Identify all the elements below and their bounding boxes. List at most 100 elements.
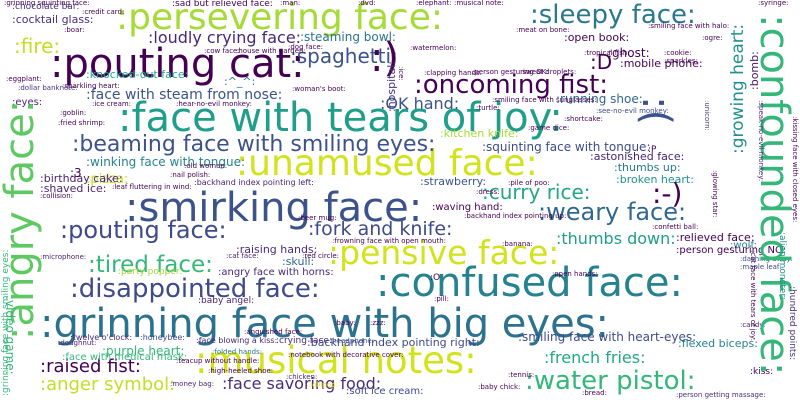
cloud-word: :weary face:	[538, 198, 687, 226]
cloud-word: :astonished face:	[590, 150, 685, 163]
cloud-word: :turtle:	[476, 104, 500, 112]
cloud-word: :strawberry:	[420, 175, 487, 188]
cloud-word: :kitchen knife:	[440, 127, 519, 140]
cloud-word: :ice cream:	[92, 100, 132, 108]
cloud-word: :waving hand:	[432, 202, 503, 213]
cloud-word: :face blowing a kiss:	[196, 336, 278, 345]
cloud-word: :persevering face:	[116, 0, 444, 38]
cloud-word: :cocktail glass:	[12, 13, 94, 26]
cloud-word: :candy:	[740, 321, 766, 329]
cloud-word: :disappointed face:	[70, 274, 320, 304]
cloud-word: :squinting face with tongue:	[482, 140, 651, 154]
cloud-word: :running shoe:	[556, 92, 643, 106]
cloud-word: :woman's boot:	[292, 85, 346, 93]
cloud-word: :red circle:	[302, 252, 340, 260]
cloud-word: :high-heeled shoe:	[208, 367, 274, 375]
cloud-word: :person getting massage:	[676, 391, 766, 399]
cloud-word: :person gesturing OK:	[472, 68, 549, 76]
cloud-word: :cat face with tears of joy:	[749, 250, 757, 341]
cloud-word: :pile of poo:	[508, 179, 550, 187]
cloud-word: :grinning squinting face:	[4, 0, 90, 7]
cloud-word: :house with garden:	[236, 47, 306, 55]
cloud-word: :smirking face:	[125, 185, 423, 231]
cloud-word: :)	[370, 35, 400, 81]
cloud-word: :kiss:	[750, 367, 774, 377]
cloud-word: :winking face with tongue:	[86, 155, 246, 169]
cloud-word: :pouting face:	[60, 216, 227, 244]
cloud-word: :man:	[280, 0, 301, 7]
cloud-word: :chocolate bar:	[12, 2, 80, 12]
cloud-word: :person gesturing NO:	[676, 245, 787, 256]
cloud-word: :beaming face with smiling eyes:	[72, 132, 436, 157]
cloud-word: :dashing away:	[740, 255, 793, 263]
cloud-word: :birthday cake:	[40, 172, 123, 185]
cloud-word: :honeybee:	[140, 333, 186, 342]
cloud-word: :sparkles:	[664, 57, 698, 65]
cloud-word: :baby:	[334, 319, 356, 327]
cloud-word: :smiling face with halo:	[648, 22, 730, 30]
cloud-word: :speak-no-evil monkey:	[757, 100, 765, 182]
cloud-word: :face savoring food:	[222, 374, 382, 393]
cloud-word: :cat face:	[226, 252, 259, 260]
cloud-word: :alien monster:	[777, 232, 787, 300]
cloud-word: :smiling face with heart-eyes:	[518, 330, 697, 344]
cloud-word: :kissing face with closed eyes:	[791, 116, 799, 223]
cloud-word: :sleepy face:	[530, 0, 696, 30]
cloud-word: :ice:	[397, 66, 405, 81]
cloud-word: :backhand index pointing left:	[194, 178, 314, 187]
cloud-word: :baby angel:	[198, 296, 255, 306]
cloud-word: :folded hands:	[212, 348, 263, 356]
cloud-word: :pouting cat:	[50, 41, 305, 87]
cloud-word: :eggplant:	[6, 75, 42, 83]
cloud-word: :grinning face with smiling eyes:	[1, 249, 11, 396]
cloud-word: :bomb:	[748, 51, 761, 90]
cloud-word: :microphone:	[40, 253, 87, 261]
cloud-word: :goblin:	[60, 109, 87, 117]
cloud-word: :tropical fish:	[584, 49, 630, 57]
cloud-word: :curry rice:	[482, 180, 591, 204]
cloud-word: :dollar banknote:	[18, 84, 78, 92]
cloud-word: :cow face:	[204, 47, 240, 55]
cloud-word: :clapping hands:	[424, 69, 482, 77]
cloud-word: :confetti ball:	[652, 223, 699, 231]
cloud-word: :P	[648, 145, 657, 155]
cloud-word: :sad but relieved face:	[172, 0, 273, 9]
cloud-word: :flexed biceps:	[678, 337, 758, 350]
cloud-word: :sparkling heart:	[62, 82, 120, 90]
cloud-word: :twelve o'clock:	[70, 333, 133, 342]
cloud-word: :mobile phone:	[620, 57, 703, 70]
cloud-word: :headphone:	[330, 337, 375, 345]
cloud-word: :loudly crying face:	[148, 28, 302, 47]
cloud-word: :relieved face:	[676, 231, 755, 244]
cloud-word: :smiling face with sunglasses:	[492, 96, 597, 104]
cloud-word: :zzz:	[370, 319, 386, 327]
cloud-word: :frowning face with open mouth:	[332, 237, 447, 245]
cloud-word: :knocked-out face:	[86, 68, 189, 81]
cloud-word: :face with steam from nose:	[86, 87, 283, 103]
cloud-word: :money bag:	[170, 380, 215, 388]
cloud-word: :tennis:	[508, 371, 535, 379]
cloud-word: :game dice:	[528, 124, 570, 132]
cloud-word: :doughnut:	[58, 339, 97, 347]
cloud-word: :maple leaf:	[740, 263, 782, 271]
cloud-word: :purple heart:	[102, 344, 185, 358]
cloud-word: :watermelon:	[410, 44, 457, 52]
cloud-word: :ghost:	[608, 46, 650, 60]
cloud-word: :water pistol:	[525, 366, 696, 396]
cloud-word: :glowing star:	[711, 170, 719, 218]
cloud-word: :old woman:	[184, 162, 228, 170]
cloud-word: :anger symbol:	[40, 374, 176, 395]
cloud-word: :hundred points:	[787, 286, 797, 361]
cloud-word: :pizza:	[86, 172, 129, 187]
cloud-word: :anguished face:	[244, 328, 303, 336]
cloud-word: :backhand index pointing right:	[307, 336, 480, 349]
cloud-word: :sweat droplets:	[520, 68, 577, 76]
cloud-word: :broken heart:	[616, 173, 694, 186]
cloud-word: :musical note:	[454, 0, 504, 7]
cloud-word: :bread:	[582, 389, 607, 397]
cloud-word: :O	[430, 273, 441, 283]
cloud-word: :angry face with horns:	[218, 267, 334, 278]
cloud-word: :open book:	[564, 31, 630, 44]
cloud-word: :wolf:	[730, 240, 757, 251]
